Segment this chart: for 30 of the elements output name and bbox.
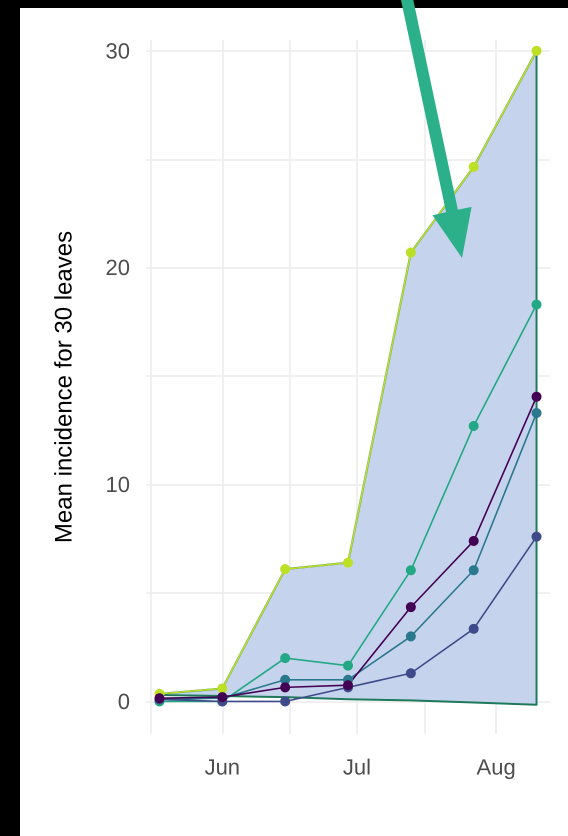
y-tick-label: 30	[106, 38, 130, 64]
point	[280, 653, 290, 664]
point	[406, 565, 416, 576]
point	[532, 408, 542, 418]
point	[532, 46, 542, 56]
point	[280, 682, 290, 692]
point	[406, 248, 416, 258]
point	[468, 162, 479, 172]
point	[343, 558, 353, 568]
point	[217, 683, 228, 694]
point	[280, 696, 290, 706]
point	[468, 565, 479, 576]
point	[406, 602, 416, 612]
point	[468, 536, 479, 546]
y-tick-label: 20	[106, 255, 130, 280]
point	[468, 624, 479, 634]
y-tick-label: 10	[106, 472, 130, 498]
point	[532, 532, 542, 542]
point	[532, 300, 542, 310]
x-tick-label: Aug	[476, 754, 516, 780]
point	[343, 660, 353, 671]
x-tick-label: Jul	[342, 754, 372, 780]
point	[406, 668, 416, 678]
point	[532, 392, 542, 402]
point	[468, 421, 479, 432]
y-axis-title: Mean incidence for 30 leaves	[50, 230, 78, 544]
point	[406, 631, 416, 642]
x-tick-label: Jun	[204, 754, 240, 780]
point	[280, 564, 290, 574]
y-tick-label: 0	[118, 688, 130, 714]
